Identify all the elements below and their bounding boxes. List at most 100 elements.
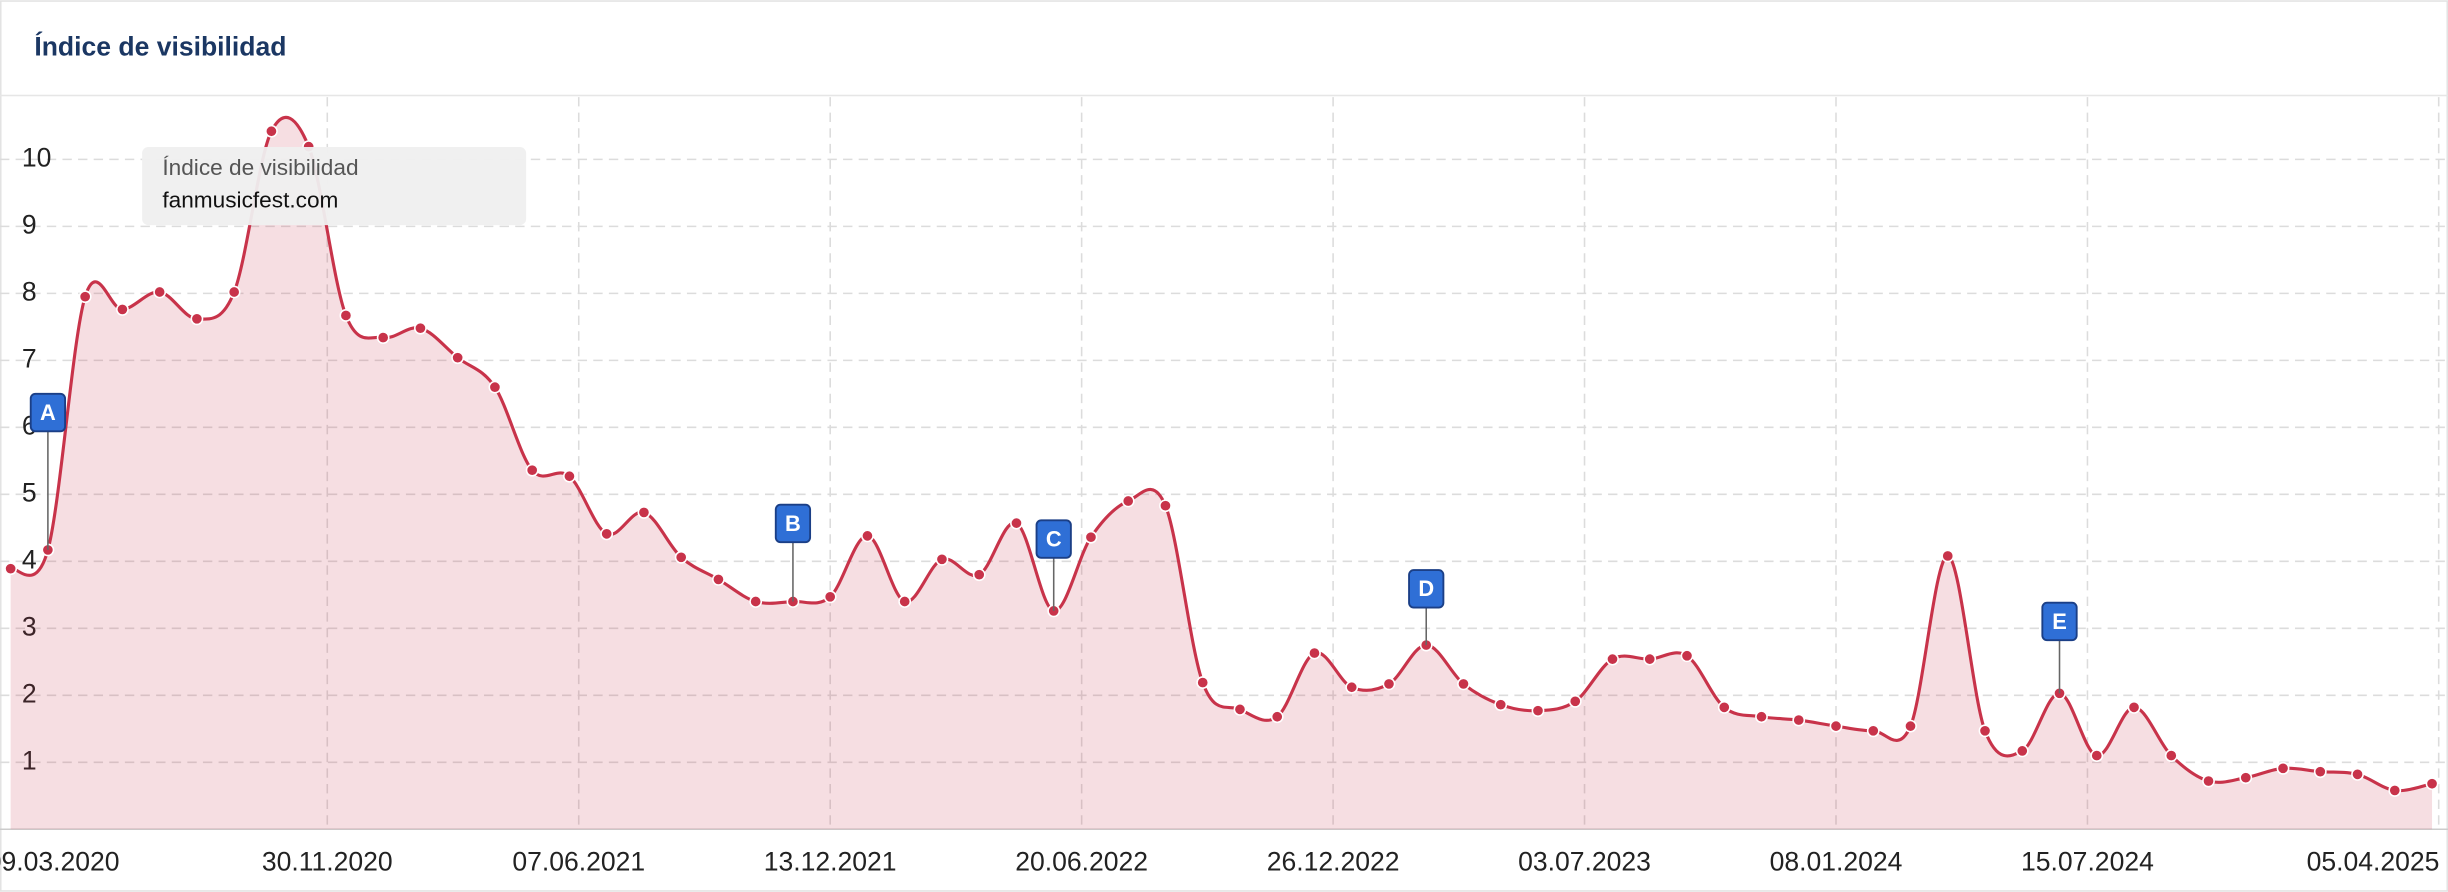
annotation-label: A [40,400,56,425]
x-tick-label: 05.04.2025 [2307,847,2440,877]
point [1531,704,1545,718]
point [712,573,725,586]
grid: 1234567891009.03.202030.11.202007.06.202… [0,97,2448,877]
annotation-flag [2041,601,2078,642]
x-tick-label: 15.07.2024 [2021,847,2154,877]
point [227,285,241,299]
x-tick-label: 30.11.2020 [262,847,393,877]
point [525,463,539,477]
annotation-flag [1035,519,1072,559]
point [1121,494,1135,508]
point [1270,710,1284,724]
annotation-label: E [2052,609,2067,634]
tooltip-title: Índice de visibilidad [162,155,358,180]
point [600,527,614,541]
y-tick-label: 9 [22,209,37,239]
y-tick-label: 5 [22,477,37,507]
annotation-flag [774,503,812,544]
annotation-label: D [1418,576,1434,601]
point [1345,680,1359,694]
annotation-flag [1408,569,1445,609]
point [2164,749,2178,762]
point [935,552,949,566]
y-tick-label: 1 [22,745,37,775]
point [1308,646,1321,660]
point [2015,744,2029,758]
point [1606,652,1619,666]
point [451,351,465,365]
x-tick-label: 26.12.2022 [1267,847,1400,877]
y-tick-label: 7 [22,343,37,373]
point [898,595,912,608]
point [488,380,502,394]
point [2388,784,2402,797]
point [674,550,688,564]
point [1196,676,1210,689]
point [1010,516,1023,530]
tooltip-series: fanmusicfest.com [162,188,338,213]
point [2202,774,2215,788]
y-tick-label: 10 [22,142,52,172]
point [1904,719,1917,733]
point [861,529,874,543]
point [190,312,204,326]
annotation-label: B [785,511,801,536]
point [823,590,837,604]
x-tick-label: 09.03.2020 [0,847,119,877]
point [1457,677,1470,691]
point [1866,724,1880,738]
point [265,124,278,138]
point [1643,652,1657,666]
point [2090,749,2104,762]
point [2351,767,2364,781]
annotation-label: C [1046,526,1062,551]
point [1159,499,1172,513]
x-tick-label: 08.01.2024 [1770,847,1903,877]
point [376,331,390,344]
point [1568,694,1582,708]
point [2276,761,2290,775]
y-tick-label: 2 [22,678,37,708]
x-tick-label: 07.06.2021 [512,847,645,877]
point [78,290,92,304]
point [2313,765,2327,779]
point [115,303,129,316]
point [1494,698,1508,712]
point [749,595,763,608]
point [414,321,427,335]
line [9,116,2433,793]
point [1717,700,1731,714]
point [972,568,986,582]
point [1941,549,1955,563]
point [1792,713,1806,727]
x-tick-label: 03.07.2023 [1518,847,1651,877]
tooltip-box [142,147,527,226]
point [1680,649,1694,663]
point [1382,677,1396,691]
y-tick-label: 3 [22,611,37,641]
x-tick-label: 13.12.2021 [764,847,897,877]
tooltip: Índice de visibilidad fanmusicfest.com [142,147,527,226]
point [1755,710,1768,724]
point [1978,724,1992,738]
y-tick-label: 8 [22,276,37,306]
point [4,562,18,576]
annotation-flag [29,392,67,433]
point [2239,771,2253,785]
point [1084,530,1098,544]
x-tick-label: 20.06.2022 [1015,847,1148,877]
annotations: A B C D E [29,392,2078,694]
card-title: Índice de visibilidad [34,32,286,62]
y-tick-label: 4 [22,544,37,574]
point [339,309,353,322]
area [10,117,2433,830]
point [637,506,651,519]
point [2425,777,2439,791]
point [563,469,576,483]
point [1829,719,1843,733]
plot [4,116,2439,830]
point [2127,700,2141,714]
point [1233,702,1247,716]
